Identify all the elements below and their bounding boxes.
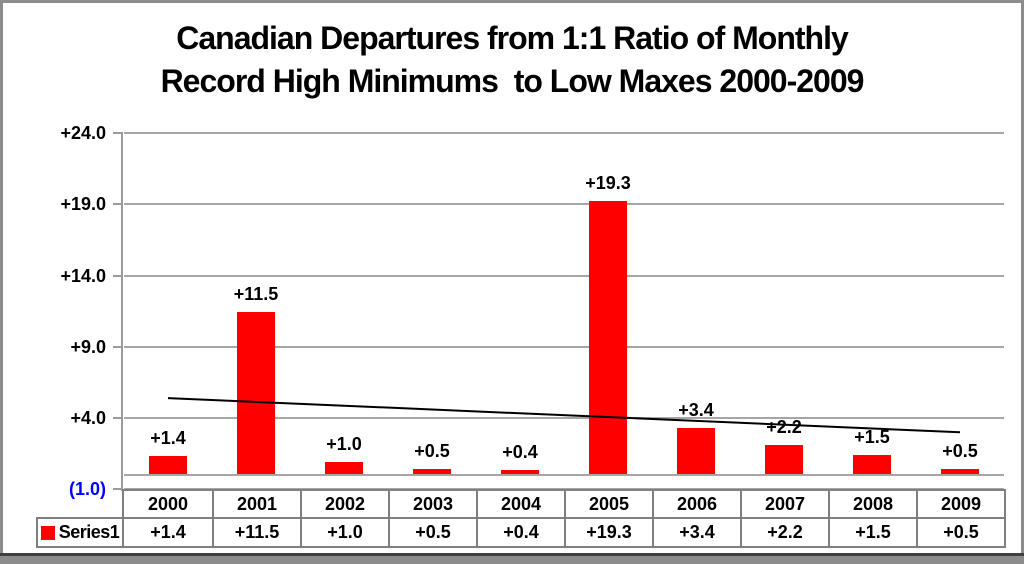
y-axis-tick-19 [113,203,123,205]
gridline-14 [124,275,1004,277]
frame-border-right [1021,0,1024,564]
legend-color-swatch-icon [40,525,55,540]
bar-2005 [589,201,627,476]
table-year-cell-2001: 2001 [212,491,300,517]
bar-value-label-2008: +1.5 [854,427,890,447]
gridline-9 [124,346,1004,348]
gridline-19 [124,203,1004,205]
legend-key-cell: Series1 [36,517,124,548]
table-value-cell-2000: +1.4 [124,517,212,546]
bar-2009 [941,469,979,476]
y-axis-label-19: +19.0 [60,194,106,214]
table-year-cell-2008: 2008 [828,491,916,517]
table-value-cell-2006: +3.4 [652,517,740,546]
bar-2006 [677,428,715,476]
table-year-cell-2003: 2003 [388,491,476,517]
table-year-cell-2002: 2002 [300,491,388,517]
table-value-cell-2007: +2.2 [740,517,828,546]
bar-value-label-2006: +3.4 [678,400,714,420]
y-axis-tick-9 [113,346,123,348]
y-axis-label-9: +9.0 [70,337,106,357]
y-axis-line [121,132,123,491]
y-axis-label--1: (1.0) [68,479,106,499]
bar-2002 [325,462,363,476]
chart-title: Canadian Departures from 1:1 Ratio of Mo… [0,17,1024,103]
y-axis-label-14: +14.0 [60,266,106,286]
y-axis-label-4: +4.0 [70,408,106,428]
bar-2001 [237,312,275,476]
table-value-cell-2001: +11.5 [212,517,300,546]
table-year-cell-2007: 2007 [740,491,828,517]
bar-2003 [413,469,451,476]
y-axis-tick-4 [113,417,123,419]
gridline-24 [124,132,1004,134]
table-year-cell-2000: 2000 [147,493,189,514]
bar-2004 [501,470,539,476]
table-value-cell-2009: +0.5 [916,517,1004,546]
table-value-cell-2002: +1.0 [300,517,388,546]
frame-border-left [0,0,3,564]
table-value-cell-2008: +1.5 [828,517,916,546]
category-axis-line [124,474,1004,476]
y-axis-label-24: +24.0 [60,123,106,143]
bar-value-label-2007: +2.2 [766,417,802,437]
bar-value-label-2003: +0.5 [414,441,450,461]
bar-2008 [853,455,891,476]
table-year-cell-2009: 2009 [916,491,1004,517]
chart-title-line2: Record High Minimums to Low Maxes 2000-2… [160,63,865,99]
bar-value-label-2009: +0.5 [942,441,978,461]
bar-value-label-2005: +19.3 [585,173,631,193]
frame-border-bottom-gray [0,556,1024,564]
table-year-cell-2005: 2005 [564,491,652,517]
table-value-cell-2003: +0.5 [388,517,476,546]
frame-border-top [0,0,1024,3]
bar-value-label-2000: +1.4 [150,428,186,448]
chart-title-line1: Canadian Departures from 1:1 Ratio of Mo… [176,20,849,56]
bar-value-label-2001: +11.5 [233,284,279,304]
bar-value-label-2002: +1.0 [326,434,362,454]
y-axis-tick-14 [113,275,123,277]
y-axis-tick-24 [113,132,123,134]
data-table: 2000 2001 2002 2003 2004 2005 2006 2007 2008 2009… [122,489,1006,548]
y-axis-tick--1 [113,488,123,490]
frame-border-bottom-dark [0,553,1024,556]
bar-value-label-2004: +0.4 [502,442,538,462]
table-value-cell-2005: +19.3 [564,517,652,546]
legend-series-label: Series1 [58,522,120,542]
table-year-cell-2006: 2006 [652,491,740,517]
bar-2007 [765,445,803,476]
table-year-cell-2004: 2004 [476,491,564,517]
table-value-cell-2004: +0.4 [476,517,564,546]
bar-2000 [149,456,187,476]
